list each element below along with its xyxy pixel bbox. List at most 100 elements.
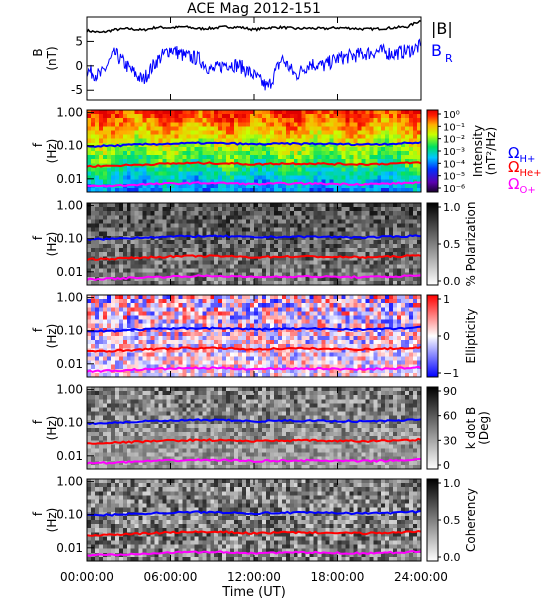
ellipticity-cell <box>242 372 247 378</box>
polarization-cell <box>202 215 207 220</box>
polarization-cell <box>170 268 175 274</box>
ellipticity-cell <box>126 344 132 349</box>
polarization-cell <box>357 272 362 278</box>
ellipticity-cell <box>202 352 207 357</box>
ellipticity-cell <box>357 368 362 374</box>
intensity-cell <box>218 167 223 172</box>
intensity-cell <box>285 146 291 152</box>
intensity-cell <box>285 142 291 148</box>
polarization-cell <box>365 256 370 261</box>
polarization-cell <box>230 211 235 216</box>
ellipticity-cell <box>94 352 100 357</box>
intensity-cell <box>405 155 410 160</box>
intensity-cell <box>158 179 163 185</box>
polarization-cell <box>178 280 183 286</box>
polarization-cell <box>309 235 315 241</box>
polarization-cell <box>397 231 402 237</box>
intensity-cell <box>166 110 171 115</box>
polarization-cell <box>389 280 394 286</box>
intensity-cell <box>409 175 414 181</box>
ellipticity-cell <box>333 348 338 353</box>
ellipticity-cell <box>194 315 199 320</box>
intensity-cell <box>309 167 315 172</box>
polarization-cell <box>365 223 370 228</box>
intensity-cell <box>186 138 191 144</box>
intensity-cell <box>257 118 263 123</box>
ellipticity-cell <box>250 372 255 378</box>
intensity-cell <box>206 187 211 193</box>
intensity-cell <box>242 171 247 176</box>
intensity-cell <box>385 110 390 115</box>
ellipticity-cell <box>234 331 239 337</box>
ellipticity-cell <box>182 319 187 325</box>
intensity-cell <box>206 179 211 185</box>
intensity-cell <box>198 155 203 160</box>
intensity-cell <box>134 159 140 164</box>
intensity-cell <box>369 146 374 152</box>
ellipticity-cell <box>146 360 152 366</box>
intensity-cell <box>210 142 215 148</box>
polarization-cell <box>106 235 112 241</box>
ellipticity-cell <box>297 311 303 316</box>
ellipticity-cell <box>226 344 231 349</box>
intensity-cell <box>265 167 271 172</box>
ellipticity-cell <box>222 327 227 333</box>
ellipticity-cell <box>337 356 342 361</box>
ellipticity-cell <box>146 307 152 312</box>
intensity-cell <box>134 175 140 181</box>
polarization-cell <box>369 256 374 261</box>
intensity-cell <box>250 175 255 181</box>
ellipticity-cell <box>273 311 279 316</box>
ellipticity-cell <box>186 368 191 374</box>
intensity-cell <box>325 134 330 140</box>
intensity-cell <box>87 130 92 135</box>
polarization-cell <box>305 207 311 212</box>
intensity-cell <box>174 155 179 160</box>
intensity-cell <box>138 134 144 140</box>
intensity-cell <box>102 171 108 176</box>
polarization-cell <box>218 235 223 241</box>
ellipticity-cell <box>269 344 275 349</box>
polarization-cell <box>389 207 394 212</box>
polarization-cell <box>174 239 179 245</box>
intensity-cell <box>329 175 334 181</box>
polarization-cell <box>413 227 418 233</box>
ellipticity-cell <box>170 331 175 337</box>
ellipticity-cell <box>150 372 155 378</box>
ellipticity-cell <box>341 344 346 349</box>
ellipticity-cell <box>190 323 195 329</box>
intensity-cell <box>242 146 247 152</box>
polarization-cell <box>373 231 378 237</box>
polarization-cell <box>114 211 120 216</box>
polarization-cell <box>158 211 163 216</box>
intensity-cell <box>361 183 366 189</box>
intensity-cell <box>293 130 299 135</box>
polarization-cell <box>118 272 124 278</box>
ellipticity-cell <box>198 360 203 366</box>
polarization-cell <box>305 223 311 228</box>
ellipticity-cell <box>190 352 195 357</box>
ellipticity-cell <box>373 360 378 366</box>
intensity-cell <box>202 179 207 185</box>
polarization-cell <box>333 223 338 228</box>
intensity-cell <box>214 118 219 123</box>
ellipticity-cell <box>321 295 326 300</box>
polarization-cell <box>90 231 96 237</box>
polarization-cell <box>186 207 191 212</box>
polarization-cell <box>118 260 124 265</box>
intensity-cell <box>357 138 362 144</box>
polarization-cell <box>178 244 183 249</box>
polarization-cell <box>285 235 291 241</box>
polarization-cell <box>90 268 96 274</box>
intensity-cell <box>313 118 319 123</box>
intensity-cell <box>349 163 354 168</box>
polarization-cell <box>413 256 418 261</box>
ellipticity-cell <box>373 295 378 300</box>
polarization-cell <box>385 235 390 241</box>
intensity-cell <box>218 187 223 193</box>
intensity-cell <box>313 122 319 127</box>
polarization-cell <box>250 223 255 228</box>
intensity-cell <box>349 130 354 135</box>
polarization-cell <box>90 239 96 245</box>
ellipticity-cell <box>345 372 350 378</box>
